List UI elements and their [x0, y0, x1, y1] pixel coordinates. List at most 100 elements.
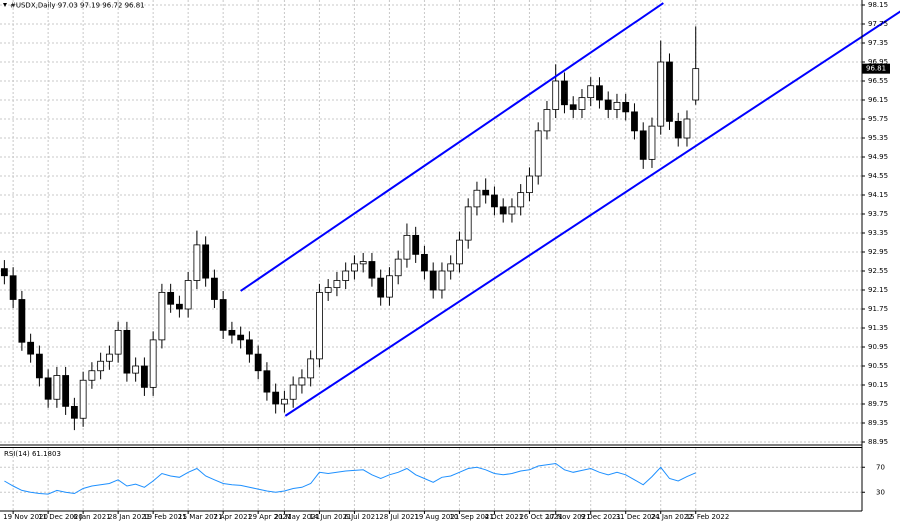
candle-body	[578, 97, 586, 110]
candle-body	[123, 329, 131, 374]
candle-body	[307, 358, 315, 379]
candle-body	[44, 377, 52, 400]
candle-body	[543, 109, 551, 132]
candle-body	[70, 405, 78, 419]
candle-body	[342, 270, 350, 281]
candle-body	[0, 268, 8, 277]
candle-body	[184, 280, 192, 310]
candle-body	[412, 234, 420, 255]
candle-body	[456, 239, 463, 265]
candle-body	[386, 275, 393, 298]
candle-body	[569, 104, 577, 110]
y-tick-label: 96.55	[868, 77, 888, 85]
candle-body	[561, 80, 568, 106]
candle-body	[62, 375, 70, 407]
price-label: 96.81	[866, 65, 886, 73]
x-tick-label: 24 Jan 2022	[651, 513, 693, 521]
candle-body	[281, 398, 288, 405]
candle-body	[666, 61, 673, 122]
candle-body	[9, 275, 17, 300]
candle-body	[517, 192, 525, 208]
y-tick-label: 95.75	[868, 115, 888, 123]
x-tick-label: 14 Jun 2021	[309, 513, 351, 521]
candle-body	[464, 206, 472, 241]
candle-body	[657, 61, 665, 127]
candle-body	[298, 377, 306, 386]
candle-body	[140, 365, 148, 388]
trend-line	[240, 2, 664, 292]
x-tick-label: 19 Feb 2021	[143, 513, 187, 521]
candle-body	[351, 263, 358, 272]
candle-body	[639, 130, 647, 160]
candle-body	[359, 261, 367, 265]
y-tick-label: 94.15	[868, 191, 888, 199]
x-tick-label: 19 Nov 2020	[3, 513, 48, 521]
y-tick-label: 91.35	[868, 324, 888, 332]
y-tick-label: 92.95	[868, 248, 888, 256]
candle-body	[263, 370, 271, 393]
y-tick-label: 90.15	[868, 381, 888, 389]
candle-body	[692, 68, 700, 101]
candle-body	[211, 277, 218, 300]
candle-body	[499, 206, 507, 215]
candle-body	[79, 379, 87, 419]
candle-body	[254, 353, 262, 372]
y-tick-label: 94.55	[868, 172, 888, 180]
x-tick-label: 17 Nov 2021	[546, 513, 591, 521]
rsi-title: RSI(14) 61.1803	[4, 450, 61, 458]
candle-body	[421, 253, 428, 272]
y-tick-label: 98.15	[868, 1, 888, 9]
candle-body	[88, 370, 96, 381]
y-tick-label: 97.35	[868, 39, 888, 47]
x-tick-label: 11 Dec 2020	[38, 513, 83, 521]
chart-title: #USDX,Daily 97.03 97.19 96.72 96.81	[10, 2, 145, 10]
candle-body	[552, 80, 560, 110]
candle-body	[18, 299, 26, 343]
candle-body	[508, 206, 516, 215]
candle-body	[97, 360, 105, 372]
y-tick-label: 97.75	[868, 20, 888, 28]
candle-body	[176, 303, 183, 310]
x-tick-label: 19 Aug 2021	[414, 513, 459, 521]
candle-body	[429, 270, 437, 291]
x-tick-label: 9 Dec 2021	[581, 513, 621, 521]
y-tick-label: 88.95	[868, 438, 888, 446]
candle-body	[368, 261, 376, 279]
candle-body	[403, 234, 411, 260]
candle-body	[394, 258, 402, 277]
x-tick-label: 4 Oct 2021	[484, 513, 523, 521]
candle-body	[105, 353, 113, 362]
y-tick-label: 92.55	[868, 267, 888, 275]
x-tick-label: 29 Apr 2021	[248, 513, 291, 521]
x-tick-label: 15 Mar 2021	[178, 513, 222, 521]
candle-body	[596, 85, 603, 101]
x-tick-label: 15 Feb 2022	[686, 513, 730, 521]
candle-body	[447, 263, 455, 272]
x-tick-label: 26 Oct 2021	[519, 513, 562, 521]
candle-body	[631, 111, 638, 132]
price-label-box	[862, 63, 890, 74]
x-tick-label: 28 Jan 2021	[108, 513, 150, 521]
y-tick-label: 30	[876, 488, 885, 496]
candle-body	[482, 189, 490, 196]
y-tick-label: 93.35	[868, 229, 888, 237]
x-tick-label: 21 May 2021	[274, 513, 320, 521]
candle-body	[324, 287, 332, 293]
candle-body	[149, 339, 157, 388]
y-tick-label: 89.75	[868, 400, 888, 408]
x-tick-label: 28 Jul 2021	[379, 513, 419, 521]
candle-body	[219, 299, 227, 331]
candle-body	[587, 85, 595, 99]
candle-body	[289, 384, 297, 400]
y-tick-label: 90.55	[868, 362, 888, 370]
x-tick-label: 6 Jan 2021	[73, 513, 111, 521]
candle-body	[132, 365, 140, 374]
y-tick-label: 89.35	[868, 419, 888, 427]
candle-body	[526, 175, 533, 194]
y-tick-label: 91.75	[868, 305, 888, 313]
y-tick-label: 90.95	[868, 343, 888, 351]
candle-body	[333, 280, 341, 289]
candle-body	[27, 341, 35, 355]
candle-body	[237, 334, 245, 341]
